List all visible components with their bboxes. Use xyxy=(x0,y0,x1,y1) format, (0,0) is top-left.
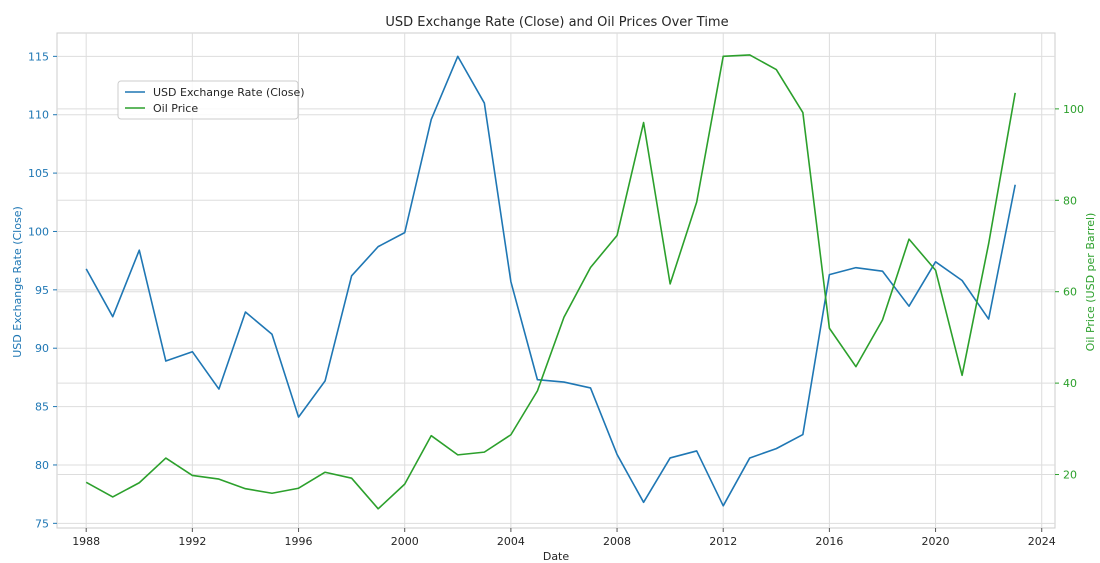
x-tick-label: 2008 xyxy=(603,535,631,548)
x-tick-label: 2024 xyxy=(1028,535,1056,548)
left-y-tick-label: 90 xyxy=(35,342,49,355)
left-y-tick-label: 100 xyxy=(28,225,49,238)
x-tick-label: 1996 xyxy=(285,535,313,548)
chart-title: USD Exchange Rate (Close) and Oil Prices… xyxy=(385,15,728,30)
right-y-tick-label: 40 xyxy=(1063,377,1077,390)
left-y-tick-label: 115 xyxy=(28,50,49,63)
x-tick-label: 2016 xyxy=(815,535,843,548)
x-tick-label: 2012 xyxy=(709,535,737,548)
left-y-tick-label: 75 xyxy=(35,517,49,530)
series-lines xyxy=(85,54,1016,510)
x-tick-label: 2020 xyxy=(922,535,950,548)
left-y-axis-label: USD Exchange Rate (Close) xyxy=(11,206,24,358)
usd-exchange-rate-line xyxy=(85,55,1016,507)
left-y-tick-label: 105 xyxy=(28,167,49,180)
oil-price-line xyxy=(85,54,1016,510)
x-tick-label: 1988 xyxy=(72,535,100,548)
left-y-tick-label: 110 xyxy=(28,109,49,122)
x-tick-label: 1992 xyxy=(178,535,206,548)
left-y-tick-label: 80 xyxy=(35,459,49,472)
right-y-axis-label: Oil Price (USD per Barrel) xyxy=(1084,213,1097,352)
legend-box xyxy=(117,80,299,120)
right-y-tick-label: 60 xyxy=(1063,286,1077,299)
x-axis-ticks: 1988 1992 1996 2000 2004 2008 2012 2016 2020 2024 xyxy=(72,528,1056,548)
x-tick-label: 2000 xyxy=(391,535,419,548)
legend-label-usd: USD Exchange Rate (Close) xyxy=(153,86,305,99)
right-y-tick-label: 20 xyxy=(1063,469,1077,482)
legend: USD Exchange Rate (Close) Oil Price xyxy=(117,80,305,120)
right-y-axis-ticks: 20 40 60 80 100 xyxy=(1055,103,1084,482)
legend-label-oil: Oil Price xyxy=(153,102,198,115)
x-axis-label: Date xyxy=(543,550,570,563)
left-y-axis-ticks: 75 80 85 90 95 100 105 110 115 xyxy=(28,50,57,530)
right-y-tick-label: 80 xyxy=(1063,194,1077,207)
left-y-tick-label: 95 xyxy=(35,284,49,297)
right-y-tick-label: 100 xyxy=(1063,103,1084,116)
x-tick-label: 2004 xyxy=(497,535,525,548)
left-y-tick-label: 85 xyxy=(35,401,49,414)
